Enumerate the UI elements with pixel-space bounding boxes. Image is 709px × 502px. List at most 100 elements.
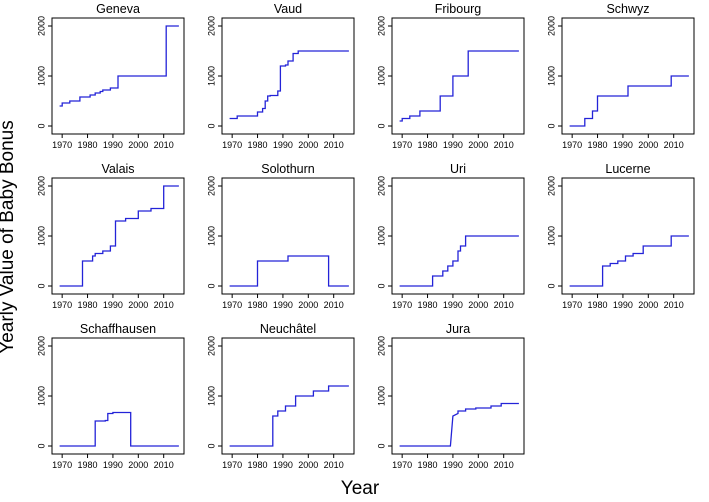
panel-title: Fribourg [435,2,482,16]
y-tick-label: 0 [36,123,46,128]
y-tick-label: 0 [546,123,556,128]
y-tick-label: 2000 [206,16,216,36]
y-tick-label: 0 [376,443,386,448]
series-line-lucerne [569,235,689,287]
panel-title: Geneva [96,2,140,16]
y-tick-label: 2000 [546,176,556,196]
x-tick-label: 1990 [273,300,293,310]
series-line-fribourg [399,50,519,122]
x-tick-label: 2010 [494,300,514,310]
x-tick-label: 1970 [562,300,582,310]
x-tick-label: 1980 [248,140,268,150]
y-tick-label: 0 [206,443,216,448]
x-tick-label: 2000 [638,300,658,310]
y-tick-label: 0 [36,443,46,448]
series-line-schaffhausen [59,411,179,447]
y-tick-label: 0 [206,123,216,128]
x-tick-label: 1980 [418,300,438,310]
panel-title: Neuchâtel [260,322,316,336]
x-tick-label: 1990 [443,300,463,310]
y-tick-label: 1000 [376,226,386,246]
x-tick-label: 2000 [638,140,658,150]
y-tick-label: 1000 [206,226,216,246]
x-tick-label: 1970 [392,460,412,470]
panel-title: Lucerne [605,162,650,176]
x-tick-label: 2000 [468,460,488,470]
y-tick-label: 1000 [376,386,386,406]
x-tick-label: 1970 [222,460,242,470]
panel-frame [221,177,355,295]
x-tick-label: 1980 [588,140,608,150]
y-tick-label: 0 [206,283,216,288]
x-tick-label: 1990 [613,300,633,310]
x-tick-label: 2010 [664,300,684,310]
y-tick-label: 2000 [36,16,46,36]
x-tick-label: 2010 [154,300,174,310]
x-tick-label: 1980 [248,460,268,470]
panel-title: Schwyz [606,2,649,16]
x-tick-label: 2000 [128,300,148,310]
y-tick-label: 2000 [206,336,216,356]
x-tick-label: 1990 [443,460,463,470]
x-tick-label: 1980 [78,140,98,150]
x-tick-label: 1970 [562,140,582,150]
x-tick-label: 2010 [324,300,344,310]
x-tick-label: 2010 [494,460,514,470]
x-tick-label: 1970 [392,140,412,150]
y-tick-label: 2000 [206,176,216,196]
x-tick-label: 2000 [128,460,148,470]
x-tick-label: 2000 [298,300,318,310]
x-tick-label: 1990 [443,140,463,150]
y-tick-label: 2000 [376,16,386,36]
y-tick-label: 2000 [546,16,556,36]
x-tick-label: 1990 [273,140,293,150]
x-tick-label: 2000 [468,140,488,150]
y-tick-label: 2000 [36,336,46,356]
x-axis-label: Year [340,478,380,499]
x-tick-label: 1970 [222,300,242,310]
series-line-uri [399,235,519,287]
x-tick-label: 1970 [52,140,72,150]
x-tick-label: 1980 [248,300,268,310]
y-axis-label: Yearly Value of Baby Bonus [0,120,18,354]
y-tick-label: 1000 [546,226,556,246]
x-tick-label: 2010 [324,140,344,150]
y-tick-label: 2000 [376,176,386,196]
x-tick-label: 2010 [494,140,514,150]
series-line-valais [59,185,179,287]
panel-title: Vaud [274,2,302,16]
x-tick-label: 2010 [154,460,174,470]
panel-frame [51,337,185,455]
y-tick-label: 2000 [36,176,46,196]
x-tick-label: 2010 [154,140,174,150]
x-tick-label: 1990 [613,140,633,150]
x-tick-label: 1990 [103,300,123,310]
x-tick-label: 2000 [298,460,318,470]
x-tick-label: 1970 [222,140,242,150]
x-tick-label: 1980 [418,140,438,150]
panel-title: Jura [446,322,470,336]
y-tick-label: 1000 [36,386,46,406]
y-tick-label: 0 [546,283,556,288]
series-line-neuch-tel [229,385,349,447]
series-line-schwyz [569,75,689,127]
y-tick-label: 2000 [376,336,386,356]
x-tick-label: 1990 [273,460,293,470]
x-tick-label: 1980 [78,300,98,310]
x-tick-label: 1990 [103,140,123,150]
x-tick-label: 1970 [52,300,72,310]
y-tick-label: 1000 [376,66,386,86]
y-tick-label: 1000 [206,66,216,86]
y-tick-label: 0 [36,283,46,288]
y-tick-label: 1000 [36,66,46,86]
y-tick-label: 0 [376,283,386,288]
y-tick-label: 1000 [36,226,46,246]
panel-title: Valais [101,162,134,176]
x-tick-label: 1980 [588,300,608,310]
series-line-geneva [59,25,179,107]
series-line-vaud [229,50,349,120]
x-tick-label: 1970 [392,300,412,310]
y-tick-label: 0 [376,123,386,128]
x-tick-label: 1970 [52,460,72,470]
